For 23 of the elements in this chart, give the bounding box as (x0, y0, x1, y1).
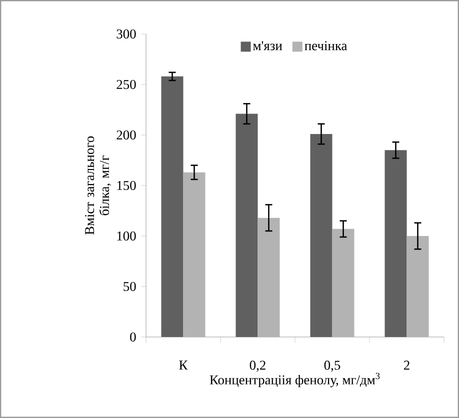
x-tick-label: 0,5 (324, 360, 340, 372)
y-tick-label: 300 (116, 29, 136, 39)
y-tick-label: 0 (130, 332, 136, 342)
y-tick-label: 150 (117, 180, 136, 190)
bar (258, 218, 280, 337)
x-tick-label: К (179, 360, 188, 370)
bar (183, 172, 206, 337)
y-axis-title: Вміст загального білка, мг/г (85, 136, 111, 235)
x-tick-label: 2 (404, 360, 410, 370)
bar (236, 114, 258, 337)
legend-label: м'язи (253, 41, 282, 50)
y-tick-label: 200 (116, 130, 136, 140)
y-tick-label: 100 (117, 231, 136, 241)
legend-label: печінка (304, 41, 348, 50)
bar (161, 76, 184, 337)
x-tick-label: 0,2 (250, 360, 266, 372)
bar (310, 134, 332, 337)
x-axis-title: Концентраціія фенолу, мг/дм$^{3}$ (210, 372, 380, 388)
bar (384, 150, 407, 337)
bar (332, 228, 354, 337)
y-tick-label: 250 (116, 80, 136, 90)
bar (406, 236, 429, 337)
y-tick-label: 50 (124, 282, 136, 292)
